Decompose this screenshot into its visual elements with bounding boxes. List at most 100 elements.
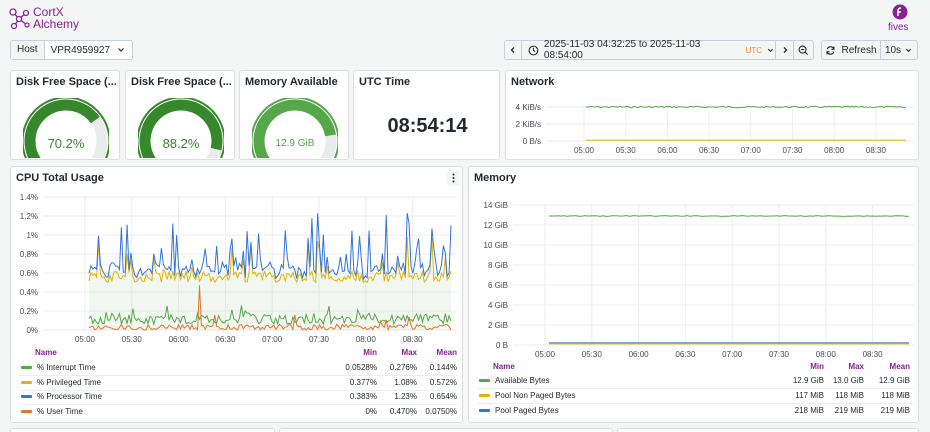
memory-series-available: [548, 215, 910, 217]
zoom-out-icon: [798, 45, 809, 55]
y-tick-label: 14 GiB: [484, 201, 508, 210]
refresh-button[interactable]: Refresh: [821, 40, 881, 60]
legend-divider: [19, 404, 457, 405]
x-tick-label: 07:00: [722, 350, 743, 359]
legend-header-mean: Mean: [889, 362, 910, 371]
x-tick-label: 08:30: [863, 350, 884, 359]
y-tick-label: 6 GiB: [488, 281, 508, 290]
cpu-total-usage-panel[interactable]: CPU Total Usage 1.4% 1.2% 1% 0.8% 0.6% 0.4% 0.…: [10, 166, 463, 423]
utc-time-panel[interactable]: UTC Time 08:54:14: [353, 70, 500, 160]
chevron-right-icon: [783, 47, 787, 53]
chevron-down-icon: [767, 48, 774, 52]
x-tick-label: 05:00: [574, 146, 595, 155]
legend-item[interactable]: Pool Non Paged Bytes: [479, 391, 576, 400]
logo-line1: CortX: [33, 5, 64, 19]
legend-item[interactable]: % User Time: [21, 407, 83, 416]
time-range-picker[interactable]: 2025-11-03 04:32:25 to 2025-11-03 08:54:…: [521, 39, 776, 61]
legend-item[interactable]: % Processor Time: [21, 392, 102, 401]
y-tick-label: 1.4%: [20, 193, 38, 202]
cpu-series-user: [88, 285, 452, 332]
utc-time-value: 08:54:14: [387, 115, 468, 137]
x-tick-label: 06:00: [169, 335, 190, 344]
legend-mean: 118 MiB: [881, 391, 910, 400]
zoom-out-button[interactable]: [793, 40, 814, 60]
y-tick-label: 4 GiB: [488, 301, 508, 310]
cpu-series-processor: [88, 213, 452, 281]
y-tick-label: 0.4%: [20, 288, 38, 297]
y-tick-label: 0.2%: [20, 307, 38, 316]
legend-max: 13.0 GiB: [832, 376, 864, 385]
legend-min: 117 MiB: [795, 391, 824, 400]
x-tick-label: 05:30: [582, 350, 603, 359]
legend-divider: [19, 375, 457, 376]
timezone-badge: UTC: [745, 45, 763, 55]
x-tick-label: 08:30: [403, 335, 424, 344]
chevron-left-icon: [510, 47, 515, 53]
refresh-icon: [826, 45, 836, 55]
legend-name: % User Time: [37, 406, 83, 416]
legend-divider: [19, 389, 457, 391]
x-tick-label: 06:00: [629, 350, 650, 359]
legend-item[interactable]: % Privileged Time: [21, 378, 101, 387]
x-tick-label: 07:00: [741, 146, 762, 155]
legend-item[interactable]: % Interrupt Time: [21, 363, 96, 372]
x-tick-label: 06:00: [657, 146, 678, 155]
legend-swatch: [21, 395, 32, 398]
legend-min: 218 MiB: [794, 406, 824, 415]
legend-mean: 0.0750%: [425, 406, 457, 416]
legend-mean: 0.654%: [429, 392, 457, 401]
legend-min: 0%: [365, 406, 377, 416]
legend-name: % Interrupt Time: [37, 363, 96, 372]
legend-header-min: Min: [363, 348, 377, 357]
chevron-down-icon: [118, 48, 124, 52]
y-tick-label: 0%: [26, 326, 38, 335]
x-tick-label: 08:00: [816, 350, 837, 359]
gauge-fill: [139, 99, 223, 158]
legend-name: Available Bytes: [495, 376, 550, 385]
x-tick-label: 07:30: [769, 350, 790, 359]
cpu-series-privileged: [88, 236, 452, 284]
legend-item[interactable]: Available Bytes: [479, 376, 550, 385]
cortx-logo[interactable]: CortX Alchemy: [6, 4, 86, 34]
refresh-interval-select[interactable]: 10s: [880, 40, 918, 60]
panel-title: Network: [511, 76, 555, 88]
x-tick-label: 05:30: [122, 335, 143, 344]
panel-menu-button[interactable]: [447, 170, 460, 186]
panel-title: Memory Available: [245, 76, 338, 88]
legend-mean: 219 MiB: [880, 406, 910, 415]
legend-item[interactable]: Pool Paged Bytes: [479, 406, 559, 415]
x-tick-label: 08:00: [356, 335, 377, 344]
y-tick-label: 10 GiB: [484, 241, 508, 250]
host-select[interactable]: VPR4959927: [45, 41, 133, 59]
bottom-panel-stub-2: [279, 428, 613, 432]
gauge-value: 88.2%: [162, 136, 200, 151]
panel-title: UTC Time: [359, 76, 411, 88]
legend-max: 219 MiB: [834, 406, 864, 415]
network-panel[interactable]: Network 4 KiB/s 2 KiB/s 0 B/s 05:00 05:30 06:…: [505, 70, 919, 160]
cpu-series-interrupt: [88, 305, 452, 327]
x-tick-label: 07:00: [262, 335, 283, 344]
host-variable: Host VPR4959927: [10, 40, 134, 60]
memory-panel[interactable]: Memory 14 GiB 12 GiB 10 GiB 8 GiB 6 GiB 4 GiB…: [468, 166, 919, 423]
disk-free-space-panel-2[interactable]: Disk Free Space (... 88.2%: [125, 70, 235, 160]
legend-name: Pool Non Paged Bytes: [495, 391, 576, 400]
time-forward-button[interactable]: [775, 40, 794, 60]
panel-title: Memory: [474, 172, 517, 184]
memory-available-panel[interactable]: Memory Available 12.9 GiB: [239, 70, 349, 160]
legend-header-mean: Mean: [436, 348, 457, 357]
y-tick-label: 0.6%: [20, 269, 38, 278]
legend-swatch: [21, 366, 32, 369]
y-tick-label: 0.8%: [20, 250, 38, 259]
memory-gauge: [252, 98, 338, 158]
legend-max: 1.23%: [394, 392, 417, 401]
y-tick-label: 1%: [26, 231, 38, 240]
legend-name: Pool Paged Bytes: [495, 406, 559, 415]
time-back-button[interactable]: [504, 40, 522, 60]
cpu-chart: 1.4% 1.2% 1% 0.8% 0.6% 0.4% 0.2% 0% 05:00 05:30 06…: [20, 193, 457, 344]
disk-free-space-panel-1[interactable]: Disk Free Space (... 70.2%: [10, 70, 120, 160]
y-tick-label: 0 B/s: [523, 137, 541, 146]
panel-title: Disk Free Space (...: [16, 76, 116, 88]
y-tick-label: 8 GiB: [488, 261, 508, 270]
legend-min: 0.383%: [349, 392, 377, 401]
y-tick-label: 2 GiB: [488, 321, 508, 330]
